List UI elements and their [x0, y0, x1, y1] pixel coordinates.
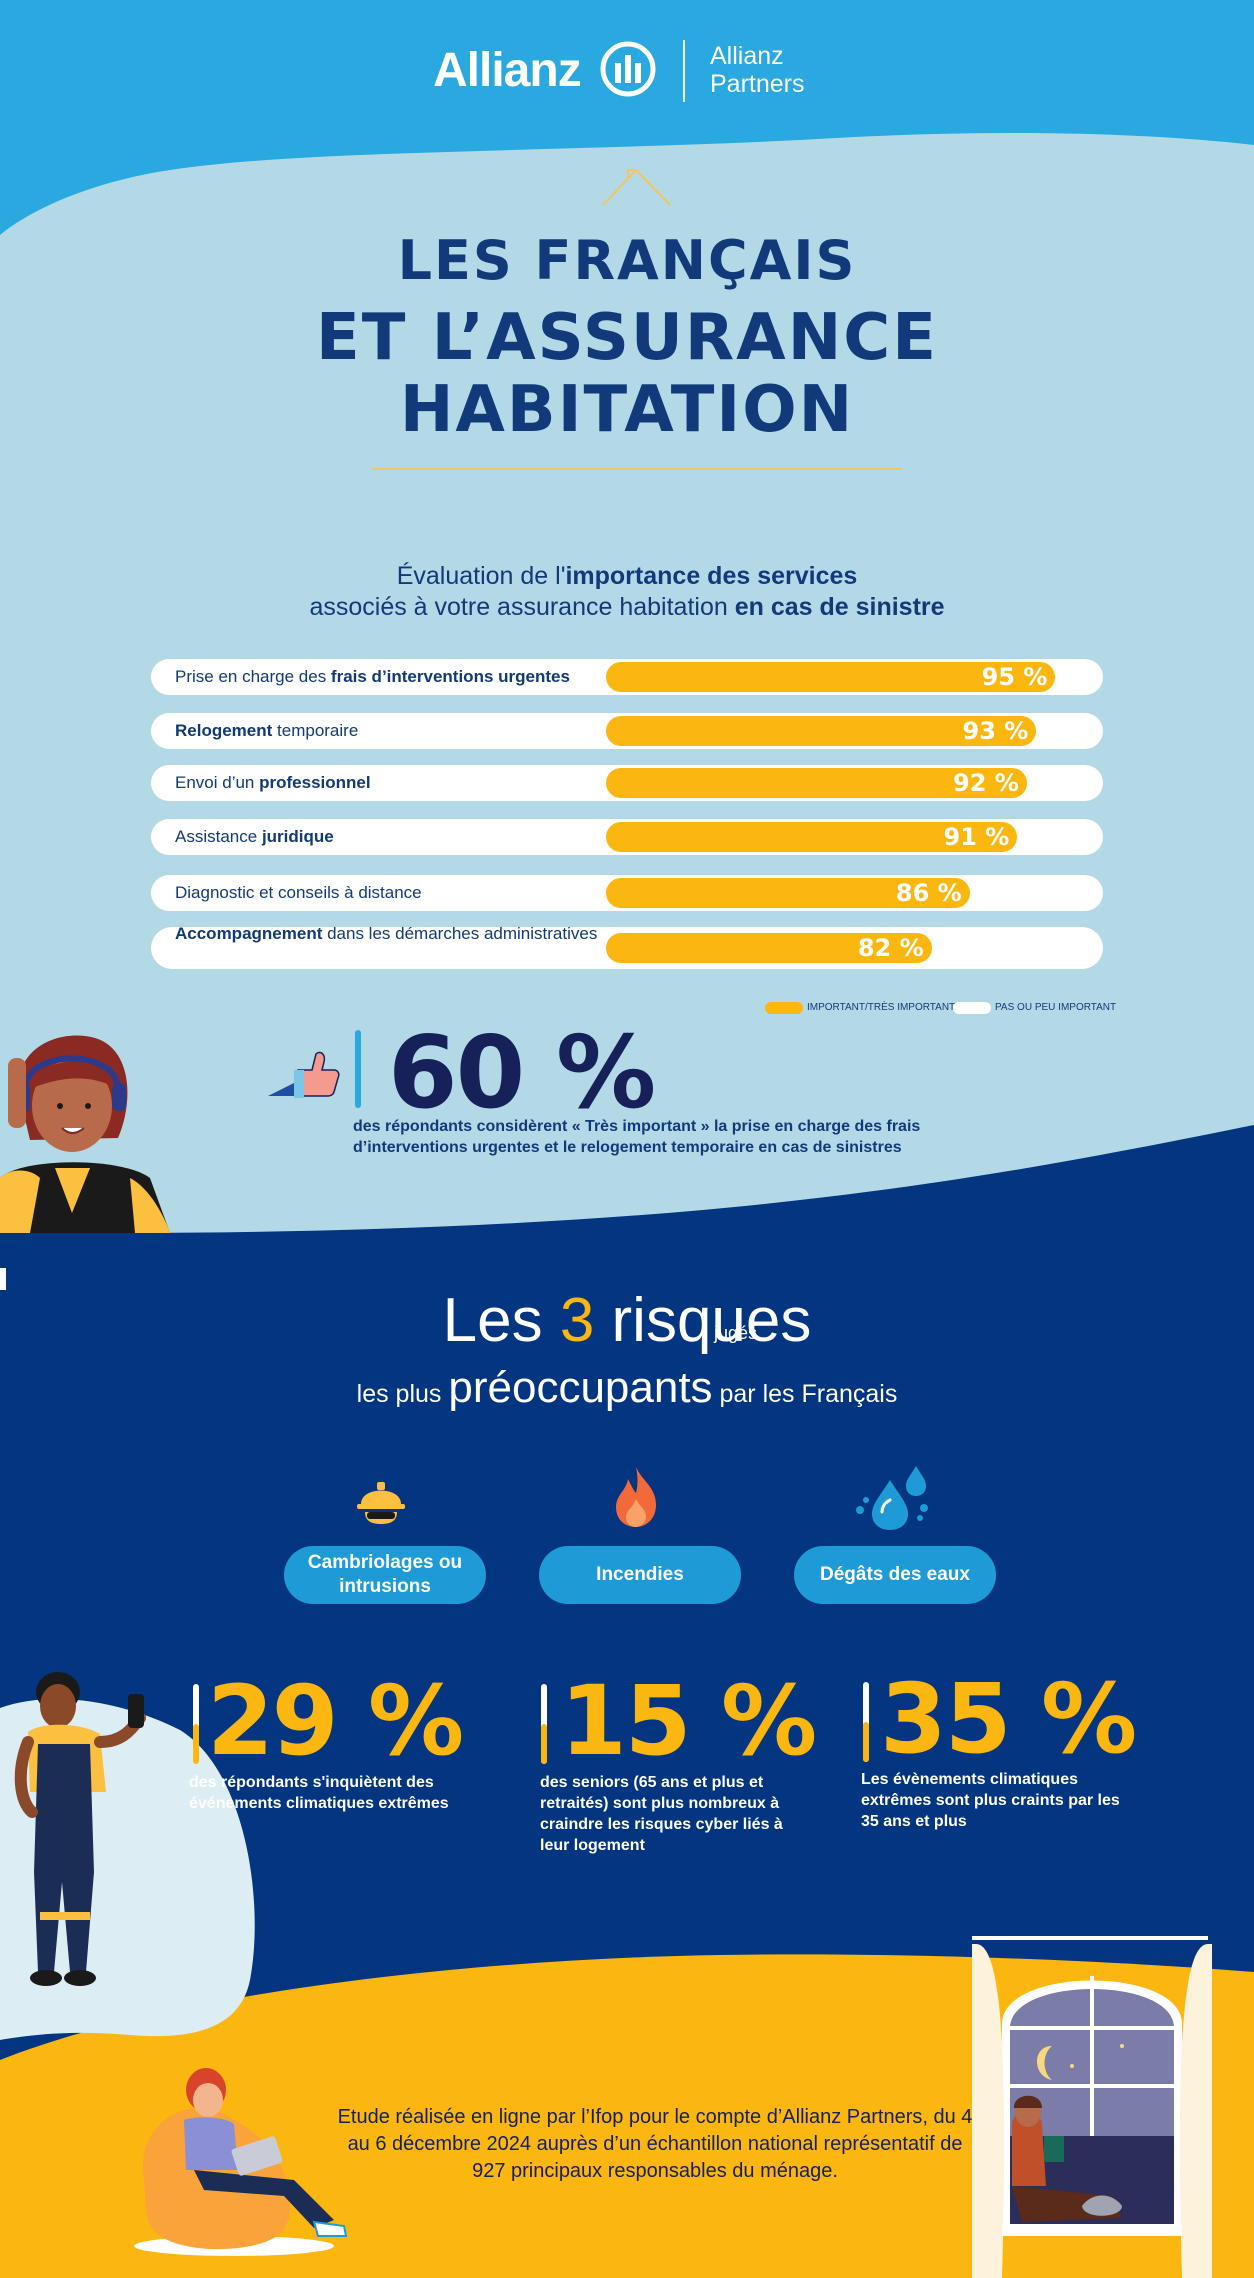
allianz-partners-wordmark: Allianz Partners: [710, 42, 870, 98]
subtitle-emphasis: importance des services: [565, 562, 858, 590]
bar-row: Prise en charge des frais d’intervention…: [151, 659, 1103, 695]
title-line-3: HABITATION: [399, 373, 855, 447]
stat-description-age: Les évènements climatiques extrêmes sont…: [861, 1771, 1120, 1830]
bar-fill: [606, 878, 970, 908]
risks-subtitle: les plus préoccupants par les Français: [177, 1360, 1077, 1422]
logo-divider: [683, 40, 685, 102]
risks-title-a: Les: [442, 1286, 560, 1355]
bar-fill: [606, 768, 1027, 798]
risk-pill-fire: Incendies: [539, 1546, 741, 1604]
subtitle-text: associés à votre assurance habitation: [309, 593, 735, 621]
legend-important: IMPORTANT/TRÈS IMPORTANT: [765, 998, 955, 1018]
handyman-illustration: [14, 1672, 146, 1986]
bar-value-label: 82 %: [857, 934, 924, 962]
stat-value-cyber: 15 %: [560, 1665, 817, 1777]
burglar-helmet-icon: [357, 1482, 405, 1524]
allianz-eagle-icon: [600, 41, 656, 97]
highlight-description: des répondants considèrent « Très import…: [353, 1118, 921, 1156]
stat-value-climate: 29 %: [207, 1665, 464, 1777]
bar-value-label: 86 %: [895, 879, 962, 907]
bar-label: Assistance juridique: [175, 819, 605, 855]
bar-value-label: 93 %: [962, 717, 1029, 745]
window-reading-illustration: [972, 1936, 1212, 2278]
bar-fill: [606, 662, 1056, 692]
bar-row: Accompagnement dans les démarches admini…: [151, 924, 1103, 969]
bar-label-text: Relogement temporaire: [175, 721, 359, 740]
stat-accent-fill: [541, 1724, 547, 1764]
bar-fill: [606, 933, 932, 963]
water-drops-icon: [856, 1466, 928, 1530]
risk-pill-water-damage: Dégâts des eaux: [794, 1546, 996, 1604]
bar-label: Envoi d’un professionnel: [175, 765, 605, 801]
bar-fill: [606, 822, 1018, 852]
risks-subtitle-a: les plus: [356, 1380, 449, 1408]
bar-label-text: Assistance juridique: [175, 827, 334, 846]
fire-icon: [616, 1467, 656, 1527]
bar-row: Relogement temporaire 93 %: [151, 713, 1103, 749]
survey-subtitle-line-1: Évaluation de l'importance des services: [127, 560, 1127, 592]
bar-value-label: 95 %: [981, 663, 1048, 691]
title-line-2: ET L’ASSURANCE: [316, 301, 938, 375]
title-line-1: LES FRANÇAIS: [397, 229, 857, 292]
legend-not-important: PAS OU PEU IMPORTANT: [953, 998, 1117, 1018]
legend-swatch-not-important: [953, 1002, 991, 1014]
bar-label: Diagnostic et conseils à distance: [175, 875, 605, 911]
bar-label: Accompagnement dans les démarches admini…: [175, 921, 605, 963]
bar-label-text: Prise en charge des frais d’intervention…: [175, 667, 570, 686]
bar-value-label: 92 %: [953, 769, 1019, 797]
stat-description-climate: des répondants s'inquiètent des événemen…: [189, 1774, 449, 1812]
partner-line-2: Partners: [710, 70, 805, 98]
highlight-accent-bar: [355, 1030, 361, 1108]
risks-subtitle-big: préoccupants: [448, 1363, 713, 1412]
stat-accent-fill: [193, 1724, 199, 1764]
subtitle-text: Évaluation de l': [396, 562, 566, 590]
allianz-logo-text: Allianz: [433, 44, 582, 97]
title-underline: [372, 468, 902, 470]
legend-label-not-important: PAS OU PEU IMPORTANT: [995, 1002, 1117, 1013]
bar-fill: [606, 716, 1037, 746]
risk-pill-burglary: Cambriolages ou intrusions: [284, 1546, 486, 1604]
risks-title-b: risques: [594, 1286, 812, 1355]
risks-subtitle-b: par les Français: [712, 1380, 898, 1408]
thumbs-up-icon: [268, 1051, 340, 1098]
legend-swatch-important: [765, 1002, 803, 1014]
bar-row: Diagnostic et conseils à distance 86 %: [151, 875, 1103, 911]
bar-label: Relogement temporaire: [175, 713, 605, 749]
bar-row: Envoi d’un professionnel 92 %: [151, 765, 1103, 801]
beanbag-reader-illustration: [134, 2068, 348, 2256]
risks-title-number: 3: [559, 1286, 595, 1355]
partner-line-1: Allianz: [710, 42, 784, 70]
bar-label-text: Envoi d’un professionnel: [175, 773, 371, 792]
stat-value-age: 35 %: [880, 1663, 1137, 1775]
highlight-value: 60 %: [388, 1014, 656, 1131]
risks-title: Les 3 risques: [327, 1283, 927, 1359]
legend-label-important: IMPORTANT/TRÈS IMPORTANT: [807, 1002, 956, 1013]
bar-label-text: Accompagnement dans les démarches admini…: [175, 924, 598, 943]
stat-description-cyber: des seniors (65 ans et plus et retraités…: [540, 1774, 783, 1854]
study-methodology-note: Etude réalisée en ligne par l’Ifop pour …: [337, 2106, 973, 2182]
survey-subtitle-line-2: associés à votre assurance habitation en…: [127, 591, 1127, 623]
stat-accent-fill: [863, 1722, 869, 1762]
bar-label: Prise en charge des frais d’intervention…: [175, 659, 605, 695]
support-agent-illustration: [0, 1035, 170, 1233]
bar-value-label: 91 %: [943, 823, 1010, 851]
bar-label-text: Diagnostic et conseils à distance: [175, 883, 422, 902]
subtitle-emphasis: en cas de sinistre: [734, 593, 945, 621]
bar-row: Assistance juridique 91 %: [151, 819, 1103, 855]
risks-title-small: jugés: [714, 1323, 758, 1343]
